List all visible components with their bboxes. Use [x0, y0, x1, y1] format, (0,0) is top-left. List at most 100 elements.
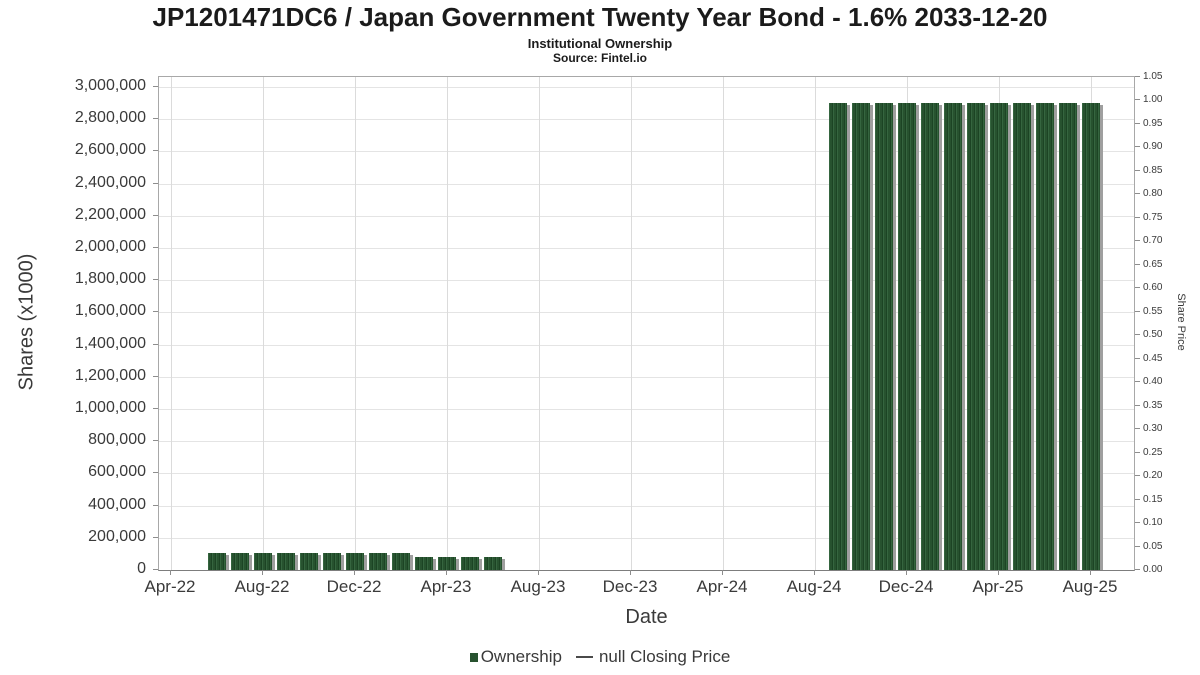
y-axis-tick-mark — [153, 214, 158, 216]
ownership-bar-Nov-22[interactable] — [323, 553, 341, 570]
closing-price-line-icon — [575, 656, 593, 658]
ownership-bar-Dec-24[interactable] — [898, 103, 916, 570]
y-axis-tick-label: 600,000 — [88, 463, 146, 481]
y-axis-tick-label: 400,000 — [88, 495, 146, 513]
ownership-bar-Sep-24[interactable] — [829, 103, 847, 570]
right-axis-tick-mark — [1135, 263, 1140, 265]
chart-title: JP1201471DC6 / Japan Government Twenty Y… — [152, 2, 1048, 32]
right-axis-tick-label: 0.35 — [1143, 399, 1163, 411]
ownership-bar-Jun-23[interactable] — [484, 557, 502, 570]
y-axis-tick-mark — [153, 118, 158, 120]
ownership-bar-Aug-25[interactable] — [1082, 103, 1100, 570]
x-axis-tick-label: Apr-23 — [420, 577, 472, 596]
ownership-bar-Mar-25[interactable] — [967, 103, 985, 570]
gridline-horizontal — [159, 344, 1134, 346]
ownership-bar-Jun-25[interactable] — [1036, 103, 1054, 570]
right-axis-tick-mark — [1135, 357, 1140, 359]
y-axis-tick-mark — [153, 311, 158, 313]
y-axis-tick-mark — [153, 569, 158, 570]
y-axis-tick-mark — [153, 375, 158, 377]
ownership-bar-Feb-25[interactable] — [944, 103, 962, 570]
ownership-bar-Apr-23[interactable] — [438, 557, 456, 570]
ownership-bar-Jan-23[interactable] — [369, 553, 387, 570]
gridline-horizontal — [159, 215, 1134, 217]
right-axis-tick-mark — [1135, 122, 1140, 124]
legend-item-ownership[interactable]: Ownership — [469, 647, 562, 667]
ownership-bar-Oct-24[interactable] — [852, 103, 870, 570]
x-axis-tick-label: Dec-24 — [878, 577, 934, 596]
x-axis-tick-label: Apr-24 — [696, 577, 748, 596]
y-axis-right-title: Share Price — [1175, 293, 1187, 351]
x-axis-tick-mark — [630, 570, 631, 575]
ownership-bar-Nov-24[interactable] — [875, 103, 893, 570]
right-axis-tick-mark — [1135, 522, 1140, 524]
right-axis-tick-mark — [1135, 287, 1140, 289]
y-axis-tick-label: 2,200,000 — [74, 205, 146, 223]
y-axis-tick-mark — [153, 408, 158, 409]
x-axis-tick-label: Aug-23 — [510, 577, 566, 596]
right-axis-tick-label: 0.70 — [1143, 235, 1163, 247]
ownership-bar-May-25[interactable] — [1013, 103, 1031, 570]
ownership-bar-Dec-22[interactable] — [346, 553, 364, 570]
gridline-horizontal — [159, 409, 1134, 410]
ownership-bar-Jul-22[interactable] — [231, 553, 249, 570]
right-axis-tick-label: 1.05 — [1143, 71, 1163, 82]
gridline-vertical — [263, 77, 264, 570]
right-axis-tick-mark — [1135, 475, 1140, 477]
right-axis-tick-mark — [1135, 569, 1140, 570]
gridline-vertical — [355, 77, 356, 570]
y-axis-tick-label: 1,200,000 — [74, 366, 146, 384]
ownership-bar-Mar-23[interactable] — [415, 557, 433, 570]
right-axis-tick-label: 0.30 — [1143, 423, 1163, 435]
right-axis-tick-label: 0.60 — [1143, 282, 1163, 294]
y-axis-tick-label: 2,000,000 — [74, 238, 146, 255]
right-axis-tick-mark — [1135, 498, 1140, 500]
right-axis-tick-label: 0.75 — [1143, 211, 1163, 223]
gridline-horizontal — [159, 87, 1134, 88]
x-axis-tick-mark — [906, 570, 907, 575]
right-axis-tick-label: 0.45 — [1143, 352, 1163, 364]
right-axis-tick-label: 1.00 — [1143, 94, 1163, 106]
right-axis-tick-label: 0.05 — [1143, 540, 1163, 552]
right-axis-tick-label: 0.65 — [1143, 258, 1163, 270]
ownership-bar-Feb-23[interactable] — [392, 553, 410, 570]
gridline-horizontal — [159, 312, 1134, 314]
x-axis-tick-mark — [998, 570, 999, 575]
x-axis-tick-mark — [354, 570, 355, 575]
ownership-bar-Oct-22[interactable] — [300, 553, 318, 570]
ownership-bar-Jun-22[interactable] — [208, 553, 226, 570]
right-axis-tick-mark — [1135, 381, 1140, 383]
y-axis-tick-mark — [153, 279, 158, 281]
gridline-horizontal — [159, 248, 1134, 249]
gridline-vertical — [539, 77, 540, 570]
gridline-vertical — [447, 77, 448, 570]
right-axis-tick-mark — [1135, 545, 1140, 547]
gridline-vertical — [631, 77, 632, 570]
plot-area — [158, 76, 1135, 571]
right-axis-tick-label: 0.25 — [1143, 446, 1163, 458]
y-axis-tick-label: 1,600,000 — [74, 302, 146, 320]
legend-item-closing-price[interactable]: null Closing Price — [562, 647, 730, 667]
legend-label-closing-price: null Closing Price — [598, 647, 731, 666]
y-axis-tick-label: 1,800,000 — [74, 270, 146, 288]
gridline-horizontal — [159, 537, 1134, 539]
ownership-bar-Jul-25[interactable] — [1059, 103, 1077, 570]
ownership-bar-Aug-22[interactable] — [254, 553, 272, 570]
chart-subtitle: Institutional Ownership — [527, 36, 673, 51]
ownership-bar-Jan-25[interactable] — [921, 103, 939, 570]
ownership-bar-Apr-25[interactable] — [990, 103, 1008, 570]
y-axis-tick-mark — [153, 86, 158, 87]
right-axis-tick-mark — [1135, 76, 1140, 77]
right-axis-tick-mark — [1135, 193, 1140, 195]
x-axis-tick-label: Aug-22 — [234, 577, 290, 596]
gridline-horizontal — [159, 376, 1134, 378]
ownership-bar-May-23[interactable] — [461, 557, 479, 570]
x-axis-title: Date — [625, 606, 668, 628]
right-axis-tick-mark — [1135, 99, 1140, 101]
ownership-bar-Sep-22[interactable] — [277, 553, 295, 570]
gridline-horizontal — [159, 441, 1134, 443]
y-axis-tick-mark — [153, 247, 158, 248]
gridline-horizontal — [159, 505, 1134, 507]
right-axis-tick-mark — [1135, 216, 1140, 218]
